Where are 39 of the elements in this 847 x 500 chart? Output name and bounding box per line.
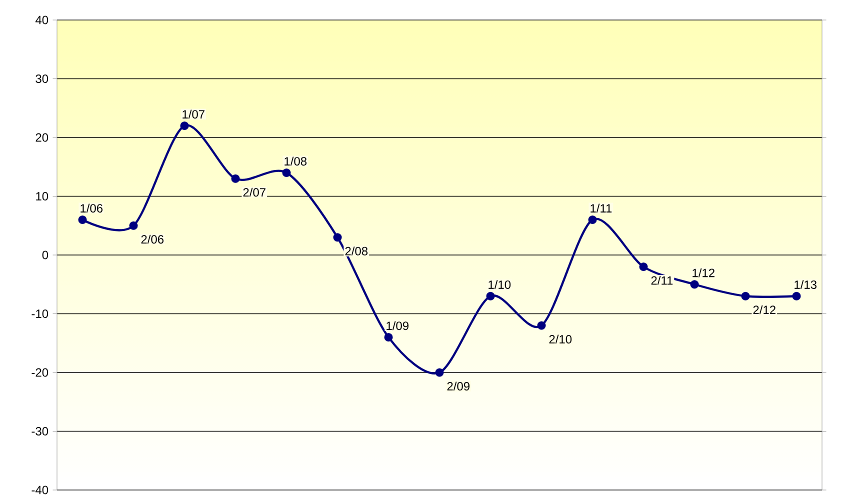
y-tick-label: 10: [36, 192, 48, 201]
annotation: 2/06: [141, 234, 164, 244]
point: [741, 292, 750, 300]
point: [486, 292, 495, 300]
point: [792, 292, 801, 300]
point: [129, 221, 138, 230]
annotation: 1/08: [284, 156, 307, 166]
y-tick-label: -20: [32, 368, 48, 377]
point: [333, 233, 342, 242]
annotation: 1/12: [692, 268, 714, 278]
point: [282, 168, 291, 178]
point: [435, 368, 444, 377]
point: [690, 280, 699, 289]
annotation: 1/13: [794, 280, 817, 289]
point: [639, 262, 648, 272]
annotation: 2/08: [345, 246, 368, 256]
annotation: 1/07: [182, 110, 204, 119]
point: [384, 332, 393, 342]
annotation: 2/11: [651, 276, 673, 285]
y-tick-label: -30: [32, 427, 48, 436]
y-tick-label: 40: [35, 16, 48, 24]
annotation: 1/09: [386, 321, 408, 330]
y-tick-label: 20: [36, 133, 48, 142]
point: [588, 215, 597, 224]
point: [180, 121, 189, 130]
y-tick-label: -40: [32, 486, 48, 494]
annotation: 1/06: [80, 204, 103, 213]
y-tick-label: 30: [36, 74, 48, 84]
y-tick-label: 0: [42, 250, 48, 260]
annotation: 1/10: [488, 280, 511, 289]
point: [78, 215, 87, 224]
annotation: 1/11: [590, 204, 612, 213]
annotation: 2/12: [753, 305, 776, 314]
y-tick-label: -10: [32, 310, 48, 318]
point: [231, 174, 240, 183]
point: [537, 321, 546, 330]
annotation: 2/10: [549, 334, 572, 344]
annotation: 2/09: [447, 382, 470, 391]
annotation: 2/07: [243, 188, 266, 197]
